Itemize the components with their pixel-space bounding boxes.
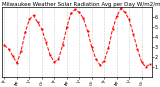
Text: Milwaukee Weather Solar Radiation Avg per Day W/m2/minute: Milwaukee Weather Solar Radiation Avg pe… xyxy=(2,2,160,7)
